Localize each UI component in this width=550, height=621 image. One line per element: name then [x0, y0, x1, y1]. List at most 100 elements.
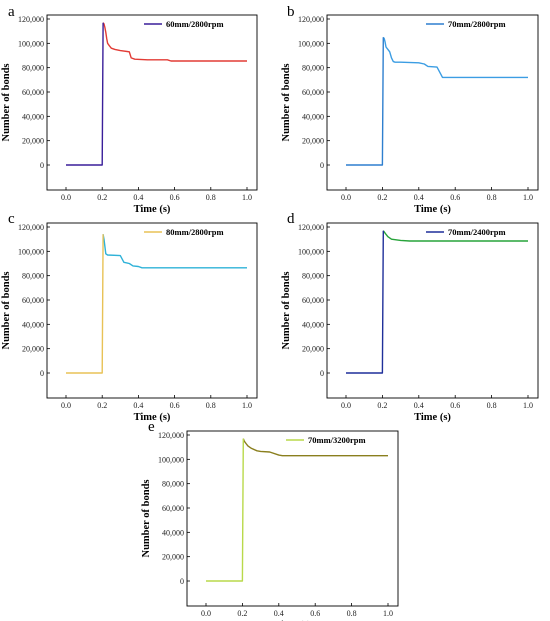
x-tick-label: 0.0	[201, 609, 211, 618]
x-tick-label: 1.0	[523, 193, 533, 202]
plot-frame	[326, 14, 539, 191]
x-tick-label: 0.6	[170, 193, 180, 202]
x-tick-label: 0.4	[133, 401, 143, 410]
series-line-rise	[66, 22, 104, 166]
y-tick-label: 80,000	[302, 64, 324, 73]
x-tick-label: 0.2	[237, 609, 247, 618]
y-axis-label: Number of bonds	[1, 64, 12, 142]
x-tick-label: 0.4	[133, 193, 143, 202]
y-tick-label: 80,000	[302, 272, 324, 281]
series-line-rise	[346, 230, 384, 374]
y-tick-label: 120,000	[158, 431, 184, 440]
x-tick-label: 0.8	[206, 401, 216, 410]
y-tick-label: 40,000	[302, 320, 324, 329]
y-tick-label: 0	[40, 369, 44, 378]
y-tick-label: 100,000	[18, 247, 44, 256]
chart-panel-d: 0 20,000 40,000 60,000 80,000 100,000 120,000 0…	[281, 211, 539, 423]
x-axis-label: Time (s)	[414, 204, 451, 215]
y-tick-label: 100,000	[298, 39, 324, 48]
y-tick-label: 40,000	[22, 112, 44, 121]
y-tick-label: 60,000	[22, 296, 44, 305]
chart-panel-a: 0 20,000 40,000 60,000 80,000 100,000 120,000 0…	[1, 4, 258, 215]
x-tick-label: 0.8	[347, 609, 357, 618]
x-tick-label: 1.0	[523, 401, 533, 410]
x-tick-label: 0.0	[341, 193, 351, 202]
y-tick-label: 0	[320, 161, 324, 170]
y-tick-label: 40,000	[302, 112, 324, 121]
x-tick-label: 1.0	[242, 193, 252, 202]
legend-label: 70mm/2800rpm	[448, 19, 506, 29]
y-tick-label: 40,000	[22, 320, 44, 329]
x-axis-label: Time (s)	[134, 204, 171, 215]
chart-panel-c: 0 20,000 40,000 60,000 80,000 100,000 120,000 0…	[1, 211, 258, 423]
x-tick-label: 1.0	[383, 609, 393, 618]
x-axis-label: Time (s)	[134, 412, 171, 423]
x-tick-label: 0.8	[206, 193, 216, 202]
legend-label: 80mm/2800rpm	[166, 227, 224, 237]
y-tick-label: 120,000	[18, 223, 44, 232]
y-tick-label: 0	[180, 577, 184, 586]
series-line-plateau	[102, 234, 247, 269]
y-tick-label: 20,000	[22, 345, 44, 354]
x-axis-label: Time (s)	[414, 412, 451, 423]
y-tick-label: 20,000	[302, 137, 324, 146]
x-tick-label: 0.0	[61, 193, 71, 202]
x-tick-label: 0.8	[487, 401, 497, 410]
series-line-rise	[66, 234, 104, 374]
y-axis-label: Number of bonds	[1, 272, 12, 350]
y-tick-label: 100,000	[158, 455, 184, 464]
y-axis-label: Number of bonds	[281, 64, 292, 142]
y-tick-label: 20,000	[302, 345, 324, 354]
x-tick-label: 0.2	[377, 193, 387, 202]
series-line-plateau	[382, 36, 528, 79]
y-tick-label: 120,000	[18, 15, 44, 24]
series-line-rise	[346, 37, 384, 166]
y-axis-label: Number of bonds	[141, 480, 152, 558]
legend-label: 60mm/2800rpm	[166, 19, 224, 29]
y-tick-label: 0	[40, 161, 44, 170]
x-tick-label: 0.8	[487, 193, 497, 202]
x-tick-label: 0.2	[377, 401, 387, 410]
x-tick-label: 0.2	[97, 193, 107, 202]
y-tick-label: 80,000	[22, 64, 44, 73]
y-tick-label: 20,000	[22, 137, 44, 146]
y-tick-label: 60,000	[162, 504, 184, 513]
y-tick-label: 100,000	[18, 39, 44, 48]
y-tick-label: 0	[320, 369, 324, 378]
legend-label: 70mm/3200rpm	[308, 435, 366, 445]
series-line-rise	[206, 438, 244, 582]
panel-label: c	[8, 211, 15, 227]
panel-label: d	[287, 211, 295, 227]
x-tick-label: 1.0	[242, 401, 252, 410]
y-tick-label: 80,000	[162, 480, 184, 489]
y-tick-label: 60,000	[302, 88, 324, 97]
x-tick-label: 0.6	[450, 193, 460, 202]
legend-label: 70mm/2400rpm	[448, 227, 506, 237]
y-tick-label: 60,000	[302, 296, 324, 305]
x-tick-label: 0.2	[97, 401, 107, 410]
x-tick-label: 0.0	[341, 401, 351, 410]
x-tick-label: 0.4	[414, 401, 424, 410]
x-tick-label: 0.0	[61, 401, 71, 410]
series-line-plateau	[102, 22, 247, 62]
x-tick-label: 0.4	[274, 609, 284, 618]
plot-frame	[326, 222, 539, 399]
y-tick-label: 120,000	[298, 223, 324, 232]
series-line-plateau	[382, 230, 528, 242]
chart-panel-e: 0 20,000 40,000 60,000 80,000 100,000 120,000 0…	[141, 419, 399, 621]
panel-label: e	[148, 419, 155, 435]
y-tick-label: 100,000	[298, 247, 324, 256]
plot-frame	[186, 430, 399, 607]
y-axis-label: Number of bonds	[281, 272, 292, 350]
y-tick-label: 40,000	[162, 528, 184, 537]
plot-frame	[46, 222, 258, 399]
y-tick-label: 20,000	[162, 553, 184, 562]
series-line-plateau	[242, 438, 388, 457]
x-tick-label: 0.4	[414, 193, 424, 202]
x-tick-label: 0.6	[170, 401, 180, 410]
y-tick-label: 120,000	[298, 15, 324, 24]
plot-frame	[46, 14, 258, 191]
panel-label: a	[8, 4, 15, 20]
panel-label: b	[287, 4, 295, 20]
